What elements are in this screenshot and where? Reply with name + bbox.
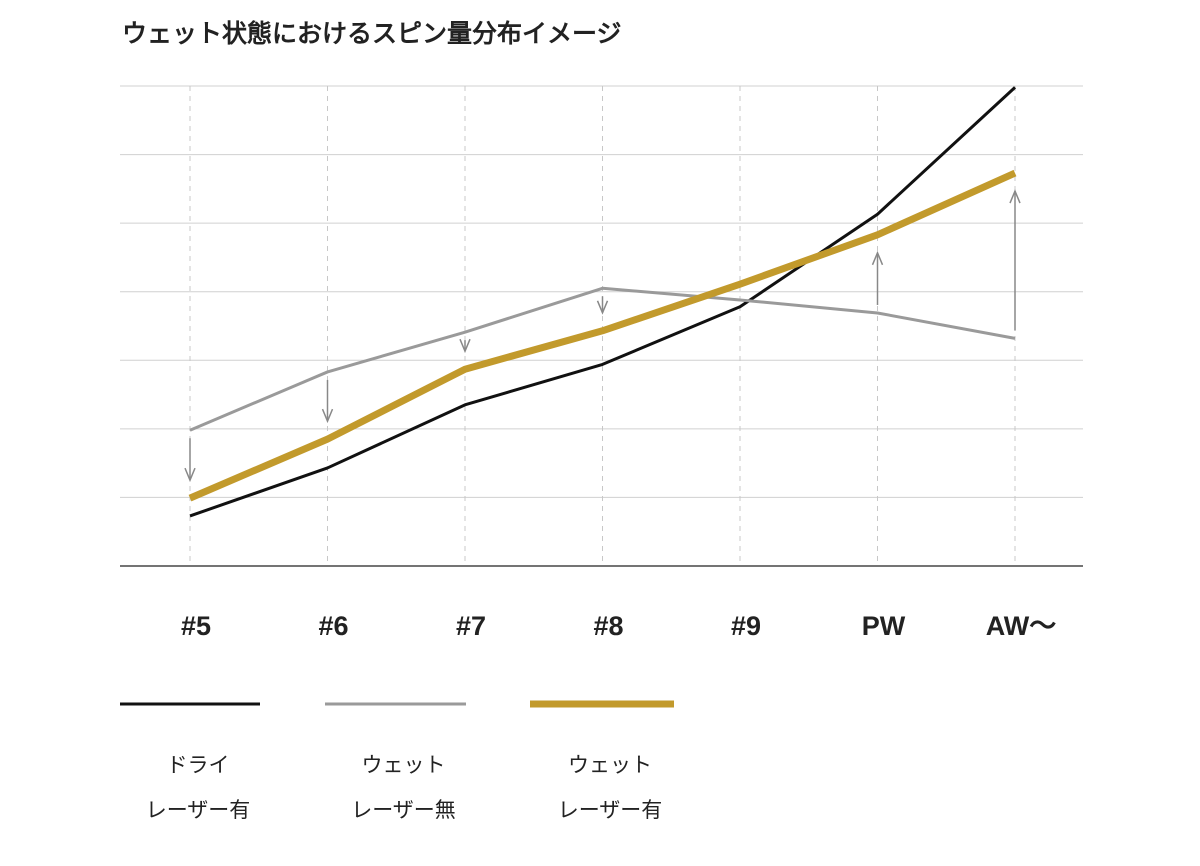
arrow-head: [321, 408, 334, 424]
x-tick-label: PW: [862, 611, 906, 641]
arrow-head: [1009, 189, 1021, 204]
x-tick-label: #9: [731, 611, 761, 641]
legend-label: ウェット: [362, 753, 446, 777]
x-tick-label: AW〜: [986, 611, 1057, 641]
x-tick-label: #6: [318, 611, 348, 641]
x-tick-label: #8: [593, 611, 623, 641]
legend-label: ウェット: [568, 753, 652, 777]
arrow-head: [459, 338, 471, 354]
chart-title: ウェット状態におけるスピン量分布イメージ: [122, 19, 622, 48]
x-tick-label: #7: [456, 611, 486, 641]
legend-label: ドライ: [167, 753, 230, 777]
arrow-head: [871, 250, 884, 266]
arrow-head: [596, 300, 609, 315]
legend-label: レーザー有: [558, 798, 663, 822]
legend-label: レーザー有: [146, 798, 251, 822]
arrow-head: [184, 467, 196, 483]
x-tick-label: #5: [181, 611, 211, 641]
legend-label: レーザー無: [351, 798, 456, 822]
